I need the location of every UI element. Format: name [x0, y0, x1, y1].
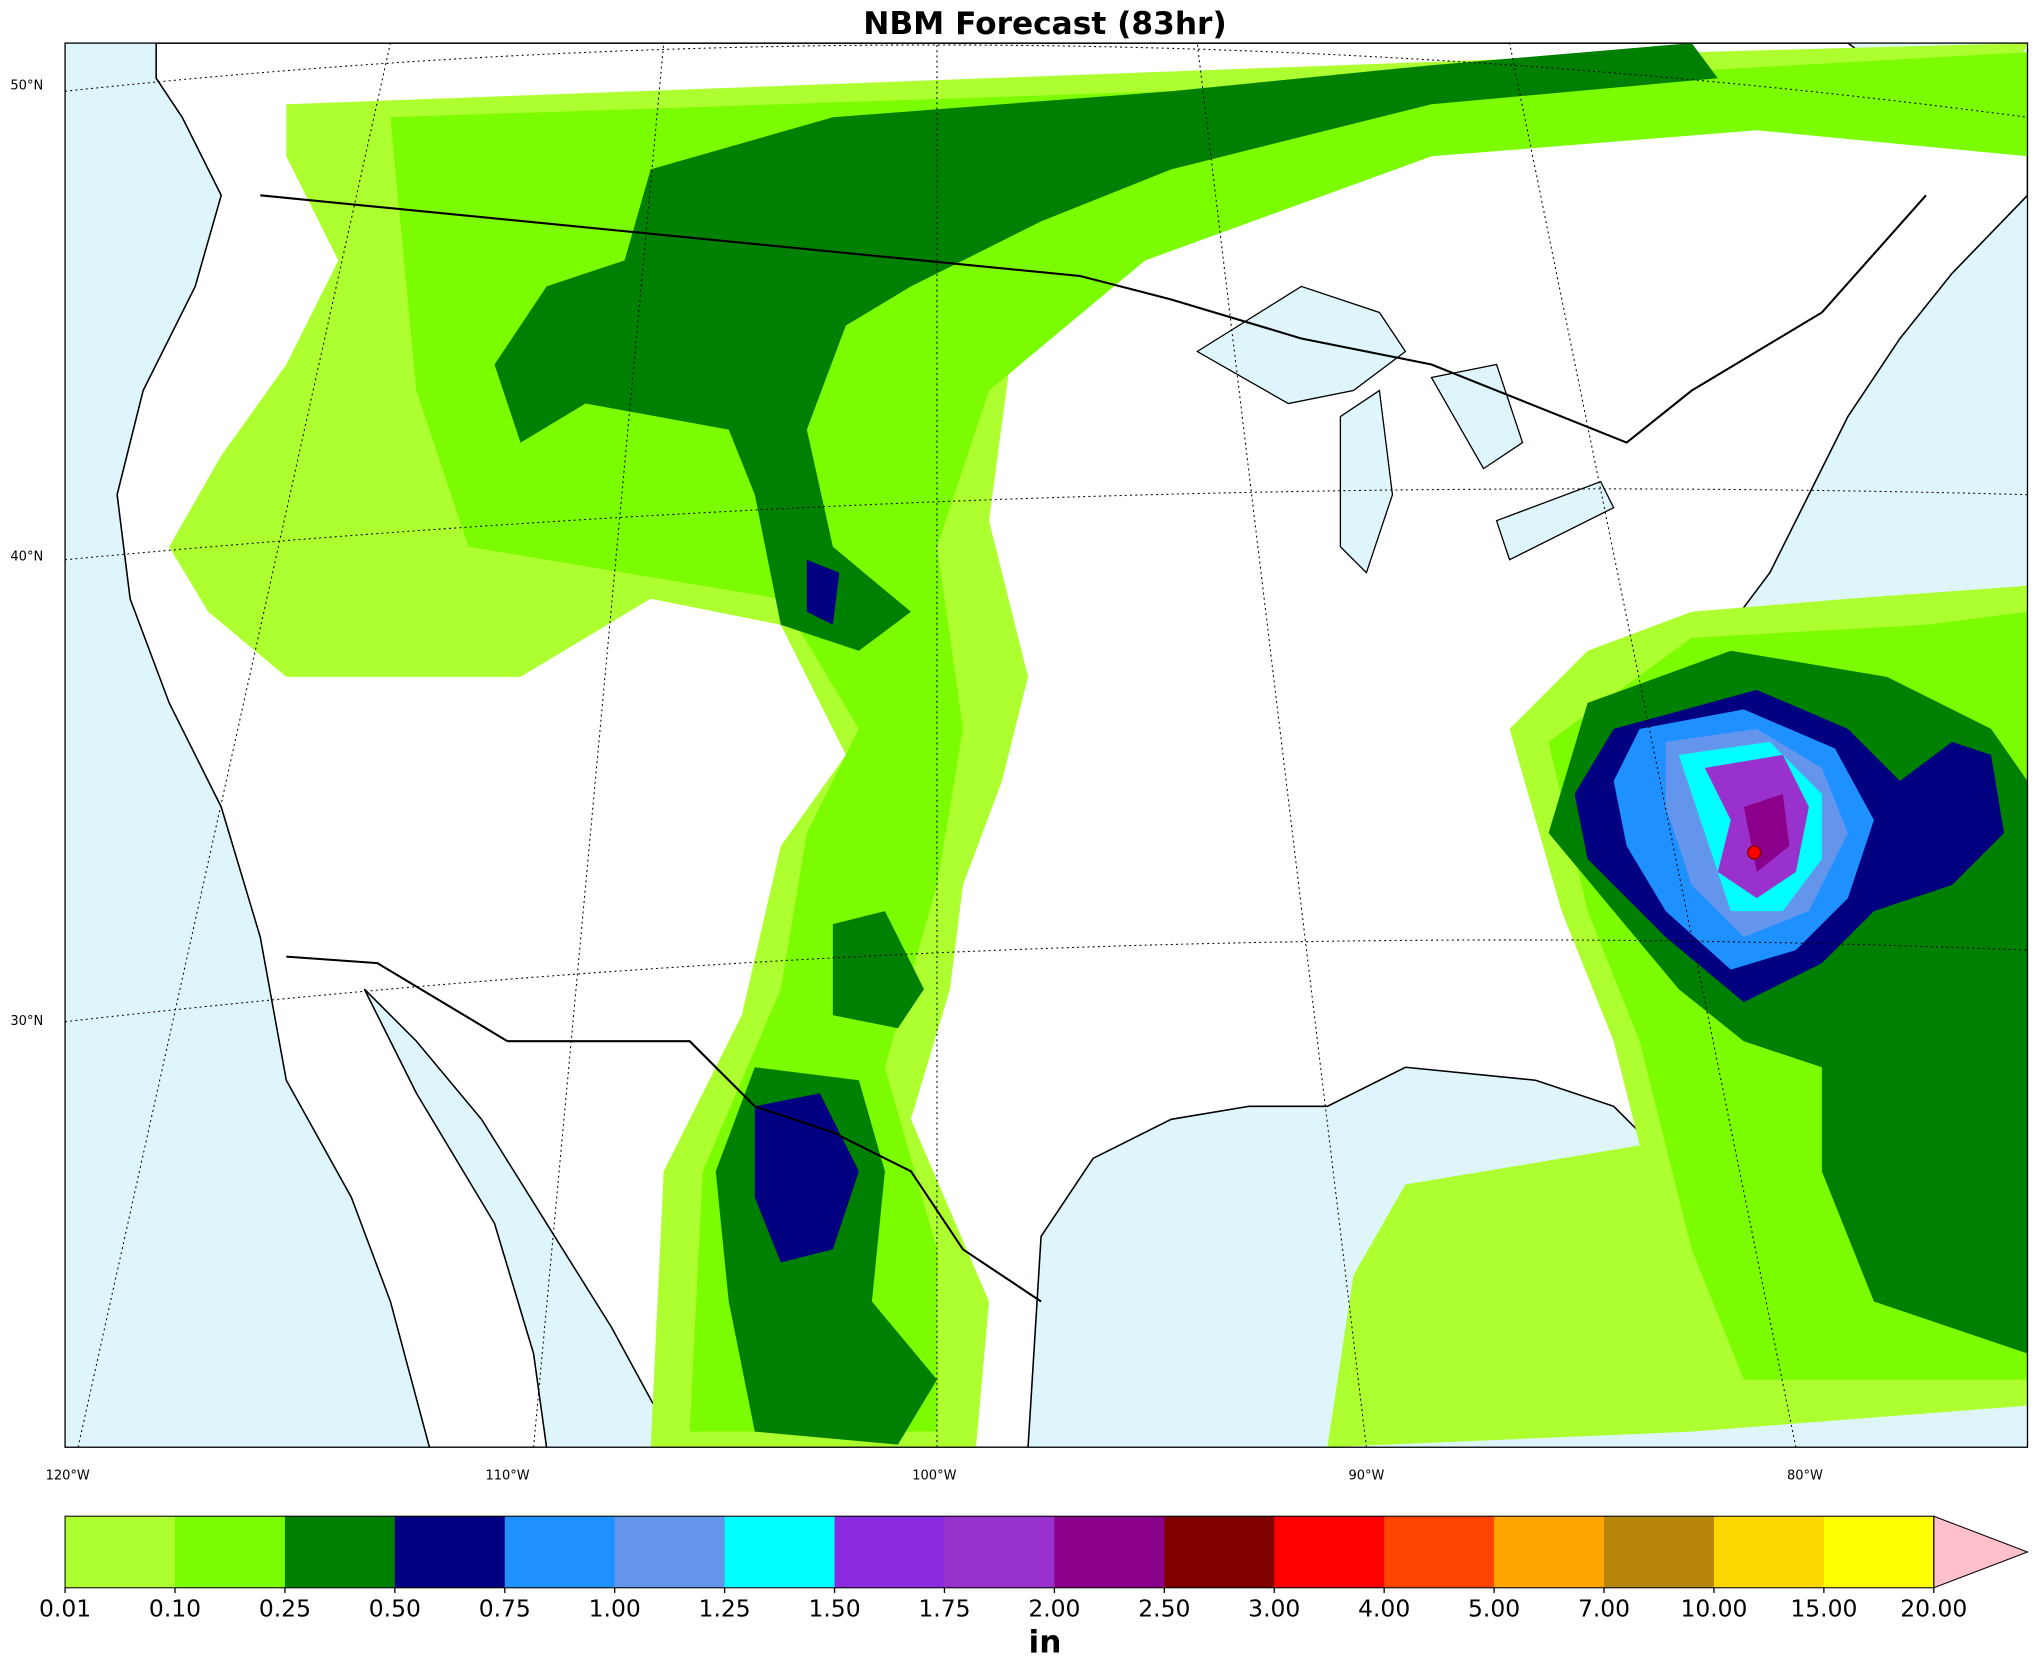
- colorbar-bin: [1494, 1516, 1605, 1588]
- great-lakes: [1195, 285, 1615, 574]
- colorbar-bin: [724, 1516, 836, 1588]
- colorbar-label: 0.10: [149, 1594, 201, 1622]
- lon-label: 110°W: [485, 1468, 529, 1483]
- lon-label: 80°W: [1787, 1468, 1823, 1483]
- colorbar-label: 1.50: [808, 1594, 860, 1622]
- colorbar-label: 10.00: [1680, 1594, 1747, 1622]
- colorbar-label: 0.75: [479, 1594, 531, 1622]
- colorbar-bin: [1823, 1516, 1935, 1588]
- colorbar-bin: [394, 1516, 506, 1588]
- colorbar-frame: [64, 1515, 1935, 1589]
- colorbar-label: 1.00: [589, 1594, 641, 1622]
- lat-labels: 50°N 40°N 30°N: [10, 79, 43, 1030]
- colorbar-bin: [944, 1516, 1056, 1588]
- colorbar-label: 2.00: [1028, 1594, 1080, 1622]
- colorbar-label: 2.50: [1138, 1594, 1190, 1622]
- map-frame: [64, 42, 2029, 1448]
- colorbar-extend: [1933, 1515, 2029, 1589]
- borders: [260, 194, 1927, 1303]
- colorbar-label: 1.75: [918, 1594, 970, 1622]
- colorbar: 0.01 0.10 0.25 0.50 0.75 1.00 1.25 1.50 1.75 2.00…: [39, 1515, 2029, 1622]
- colorbar-bin: [284, 1516, 396, 1588]
- lon-labels: 120°W 110°W 100°W 90°W 80°W: [46, 1468, 1823, 1483]
- colorbar-label: 0.25: [259, 1594, 311, 1622]
- colorbar-bin: [1604, 1516, 1715, 1588]
- colorbar-label: 7.00: [1578, 1594, 1630, 1622]
- colorbar-label: 3.00: [1248, 1594, 1300, 1622]
- lon-label: 90°W: [1348, 1468, 1384, 1483]
- colorbar-bin: [1713, 1516, 1825, 1588]
- colorbar-label: 5.00: [1468, 1594, 1520, 1622]
- colorbar-bin: [614, 1516, 726, 1588]
- colorbar-bin: [1054, 1516, 1165, 1588]
- precip-peak: [1747, 845, 1762, 860]
- colorbar-bin: [174, 1516, 286, 1588]
- colorbar-label: 4.00: [1358, 1594, 1410, 1622]
- colorbar-label: 0.01: [39, 1594, 91, 1622]
- lon-label: 120°W: [46, 1468, 90, 1483]
- lat-label: 30°N: [10, 1014, 43, 1029]
- colorbar-bin: [504, 1516, 616, 1588]
- map-title: NBM Forecast (83hr): [863, 6, 1226, 42]
- colorbar-bin: [1274, 1516, 1385, 1588]
- colorbar-bin: [65, 1516, 176, 1588]
- graticule: [65, 43, 2028, 1448]
- colorbar-bin: [1384, 1516, 1495, 1588]
- colorbar-label: 20.00: [1900, 1594, 1967, 1622]
- colorbar-label: 0.50: [369, 1594, 421, 1622]
- lon-label: 100°W: [912, 1468, 956, 1483]
- colorbar-bin: [834, 1516, 946, 1588]
- colorbar-unit: in: [1029, 1625, 1062, 1661]
- colorbar-label: 15.00: [1790, 1594, 1857, 1622]
- lat-label: 50°N: [10, 79, 43, 94]
- colorbar-label: 1.25: [699, 1594, 751, 1622]
- map-area: [64, 42, 2029, 1448]
- colorbar-bin: [1164, 1516, 1275, 1588]
- lat-label: 40°N: [10, 550, 43, 565]
